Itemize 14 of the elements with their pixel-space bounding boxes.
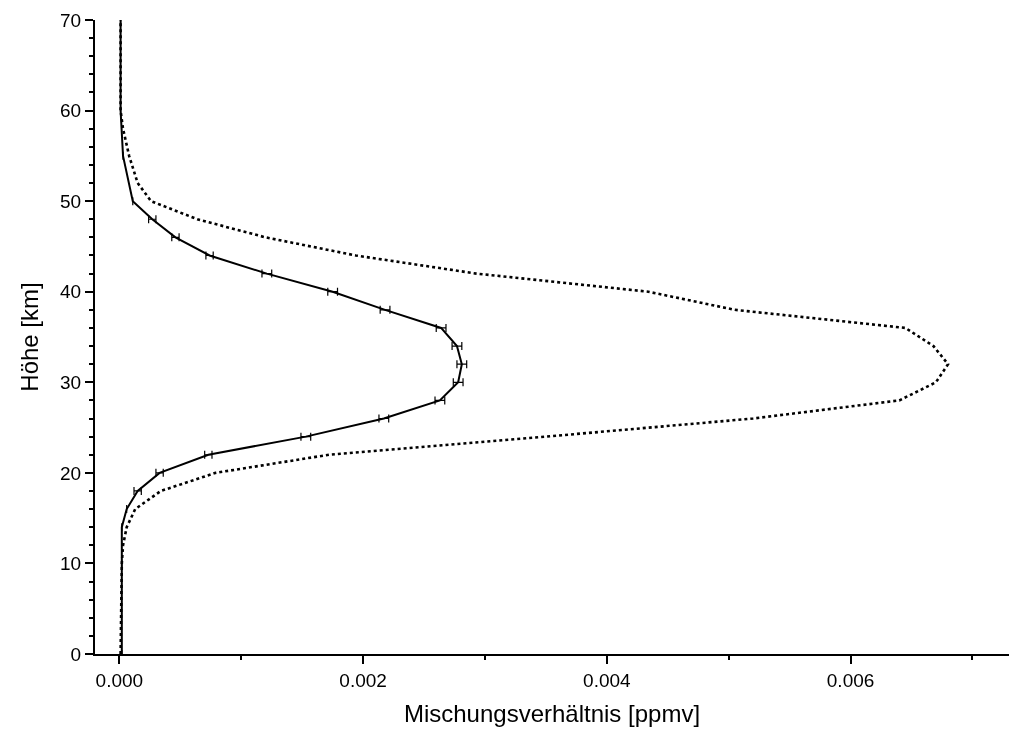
x-tick-label: 0.002 bbox=[339, 669, 387, 691]
x-tick-label: 0.006 bbox=[826, 669, 875, 691]
y-axis-title: Höhe [km] bbox=[15, 282, 43, 392]
y-tick-label: 70 bbox=[60, 9, 82, 31]
x-tick-label: 0.000 bbox=[95, 669, 144, 691]
x-tick-label: 0.004 bbox=[583, 669, 632, 691]
y-tick-label: 0 bbox=[70, 643, 82, 665]
y-tick-label: 30 bbox=[60, 371, 82, 393]
y-tick-label: 40 bbox=[60, 281, 82, 303]
y-tick-label: 10 bbox=[60, 553, 82, 575]
y-tick-label: 20 bbox=[60, 462, 82, 484]
x-axis-title: Mischungsverhältnis [ppmv] bbox=[403, 699, 701, 727]
y-tick-label: 60 bbox=[60, 100, 82, 122]
y-tick-label: 50 bbox=[60, 190, 82, 212]
